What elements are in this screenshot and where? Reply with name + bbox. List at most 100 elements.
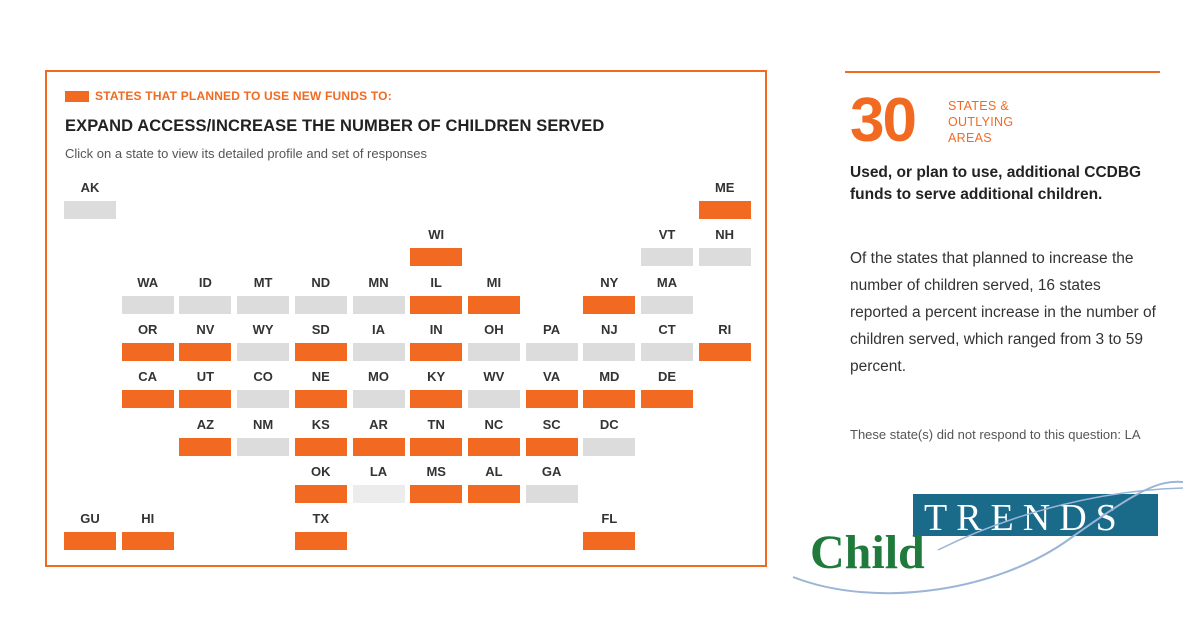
state-tile-bar <box>179 437 232 456</box>
stat-body: Of the states that planned to increase t… <box>850 250 1156 375</box>
state-tile-label: TX <box>312 511 330 527</box>
state-tile-ca[interactable]: CA <box>121 368 174 409</box>
state-tile-wy[interactable]: WY <box>237 321 290 361</box>
state-tile-nj[interactable]: NJ <box>583 321 636 361</box>
state-tile-bar <box>294 437 347 456</box>
state-tile-fl[interactable]: FL <box>583 510 636 551</box>
state-tile-label: KY <box>427 369 446 385</box>
state-tile-ok[interactable]: OK <box>294 463 347 503</box>
state-tile-nd[interactable]: ND <box>294 274 347 314</box>
state-tile-ut[interactable]: UT <box>179 368 232 409</box>
state-tile-mn[interactable]: MN <box>352 274 405 314</box>
state-tile-label: WV <box>483 369 505 385</box>
state-tile-bar <box>179 390 232 409</box>
state-tile-label: ME <box>714 180 735 195</box>
state-tile-nh[interactable]: NH <box>698 226 751 267</box>
state-tile-la[interactable]: LA <box>352 463 405 503</box>
state-tile-wa[interactable]: WA <box>121 274 174 314</box>
stat-number: 30 <box>850 86 917 155</box>
state-tile-bar <box>467 437 520 456</box>
state-tile-bar <box>179 295 232 314</box>
state-tile-ky[interactable]: KY <box>410 368 463 409</box>
state-tile-nc[interactable]: NC <box>467 416 520 456</box>
state-tile-bar <box>583 437 636 456</box>
state-tile-hi[interactable]: HI <box>121 510 174 551</box>
state-tile-sd[interactable]: SD <box>294 321 347 361</box>
state-tile-tn[interactable]: TN <box>410 416 463 456</box>
state-tile-label: DC <box>599 416 619 432</box>
state-tile-bar <box>294 484 347 503</box>
state-tile-tx[interactable]: TX <box>294 510 347 551</box>
state-tile-ne[interactable]: NE <box>294 368 347 409</box>
state-tile-bar <box>698 248 751 267</box>
state-tile-bar <box>121 390 174 409</box>
state-tile-bar <box>641 342 693 361</box>
state-tile-or[interactable]: OR <box>121 321 174 361</box>
state-tile-co[interactable]: CO <box>237 368 290 409</box>
state-tile-label: IA <box>372 321 385 337</box>
state-tile-ms[interactable]: MS <box>410 463 463 503</box>
state-tile-ak[interactable]: AK <box>64 179 116 219</box>
state-tile-nv[interactable]: NV <box>179 321 232 361</box>
logo-trends-text: TRENDS <box>924 497 1126 539</box>
state-tile-bar <box>410 484 463 503</box>
kicker-swatch <box>65 90 89 102</box>
state-tile-bar <box>410 295 463 314</box>
state-tile-bar <box>583 295 636 314</box>
stat-headline: Used, or plan to use, additional CCDBG f… <box>850 164 1142 203</box>
state-tile-bar <box>352 437 405 456</box>
state-tile-bar <box>237 390 290 409</box>
state-tile-bar <box>641 295 693 314</box>
state-tile-ri[interactable]: RI <box>698 321 751 361</box>
state-tile-label: MS <box>426 463 446 479</box>
state-tile-bar <box>525 484 578 503</box>
state-tile-label: ID <box>198 274 212 290</box>
state-tile-bar <box>467 484 520 503</box>
state-tile-ar[interactable]: AR <box>352 416 405 456</box>
state-tile-ct[interactable]: CT <box>641 321 693 361</box>
state-tile-bar <box>352 484 405 503</box>
state-tile-wi[interactable]: WI <box>410 226 463 267</box>
state-tile-va[interactable]: VA <box>525 368 578 409</box>
state-tile-label: MO <box>368 369 389 385</box>
state-tile-md[interactable]: MD <box>583 368 636 409</box>
state-tile-label: WY <box>252 321 274 337</box>
state-tile-il[interactable]: IL <box>410 274 463 314</box>
state-tile-ks[interactable]: KS <box>294 416 347 456</box>
state-tile-oh[interactable]: OH <box>467 321 520 361</box>
kicker-text: STATES THAT PLANNED TO USE NEW FUNDS TO: <box>95 89 392 103</box>
stat-unit-line: STATES & <box>948 99 1009 113</box>
state-tile-ia[interactable]: IA <box>352 321 405 361</box>
state-tile-bar <box>525 342 578 361</box>
state-tile-nm[interactable]: NM <box>237 416 290 456</box>
state-tile-bar <box>237 342 290 361</box>
state-tile-mt[interactable]: MT <box>237 274 290 314</box>
state-tile-mo[interactable]: MO <box>352 368 405 409</box>
state-tile-bar <box>410 248 463 267</box>
state-tile-mi[interactable]: MI <box>467 274 520 314</box>
state-tile-sc[interactable]: SC <box>525 416 578 456</box>
state-tile-ma[interactable]: MA <box>641 274 693 314</box>
state-tile-bar <box>64 532 116 551</box>
state-tile-label: VT <box>658 227 676 243</box>
state-tile-dc[interactable]: DC <box>583 416 636 456</box>
state-tile-vt[interactable]: VT <box>641 226 693 267</box>
state-tile-label: OR <box>137 321 158 337</box>
state-tile-label: MI <box>486 274 502 290</box>
state-tile-label: ND <box>311 274 331 290</box>
state-tile-label: SD <box>311 321 330 337</box>
state-tile-de[interactable]: DE <box>641 368 693 409</box>
state-tile-bar <box>410 437 463 456</box>
state-tile-id[interactable]: ID <box>179 274 232 314</box>
state-tile-ga[interactable]: GA <box>525 463 578 503</box>
state-tile-ny[interactable]: NY <box>583 274 636 314</box>
kicker: STATES THAT PLANNED TO USE NEW FUNDS TO: <box>65 89 392 103</box>
state-tile-gu[interactable]: GU <box>64 510 116 551</box>
state-tile-me[interactable]: ME <box>698 179 751 219</box>
state-tile-in[interactable]: IN <box>410 321 463 361</box>
state-tile-al[interactable]: AL <box>467 463 520 503</box>
state-tile-bar <box>641 390 693 409</box>
state-tile-wv[interactable]: WV <box>467 368 520 409</box>
state-tile-az[interactable]: AZ <box>179 416 232 456</box>
state-tile-pa[interactable]: PA <box>525 321 578 361</box>
